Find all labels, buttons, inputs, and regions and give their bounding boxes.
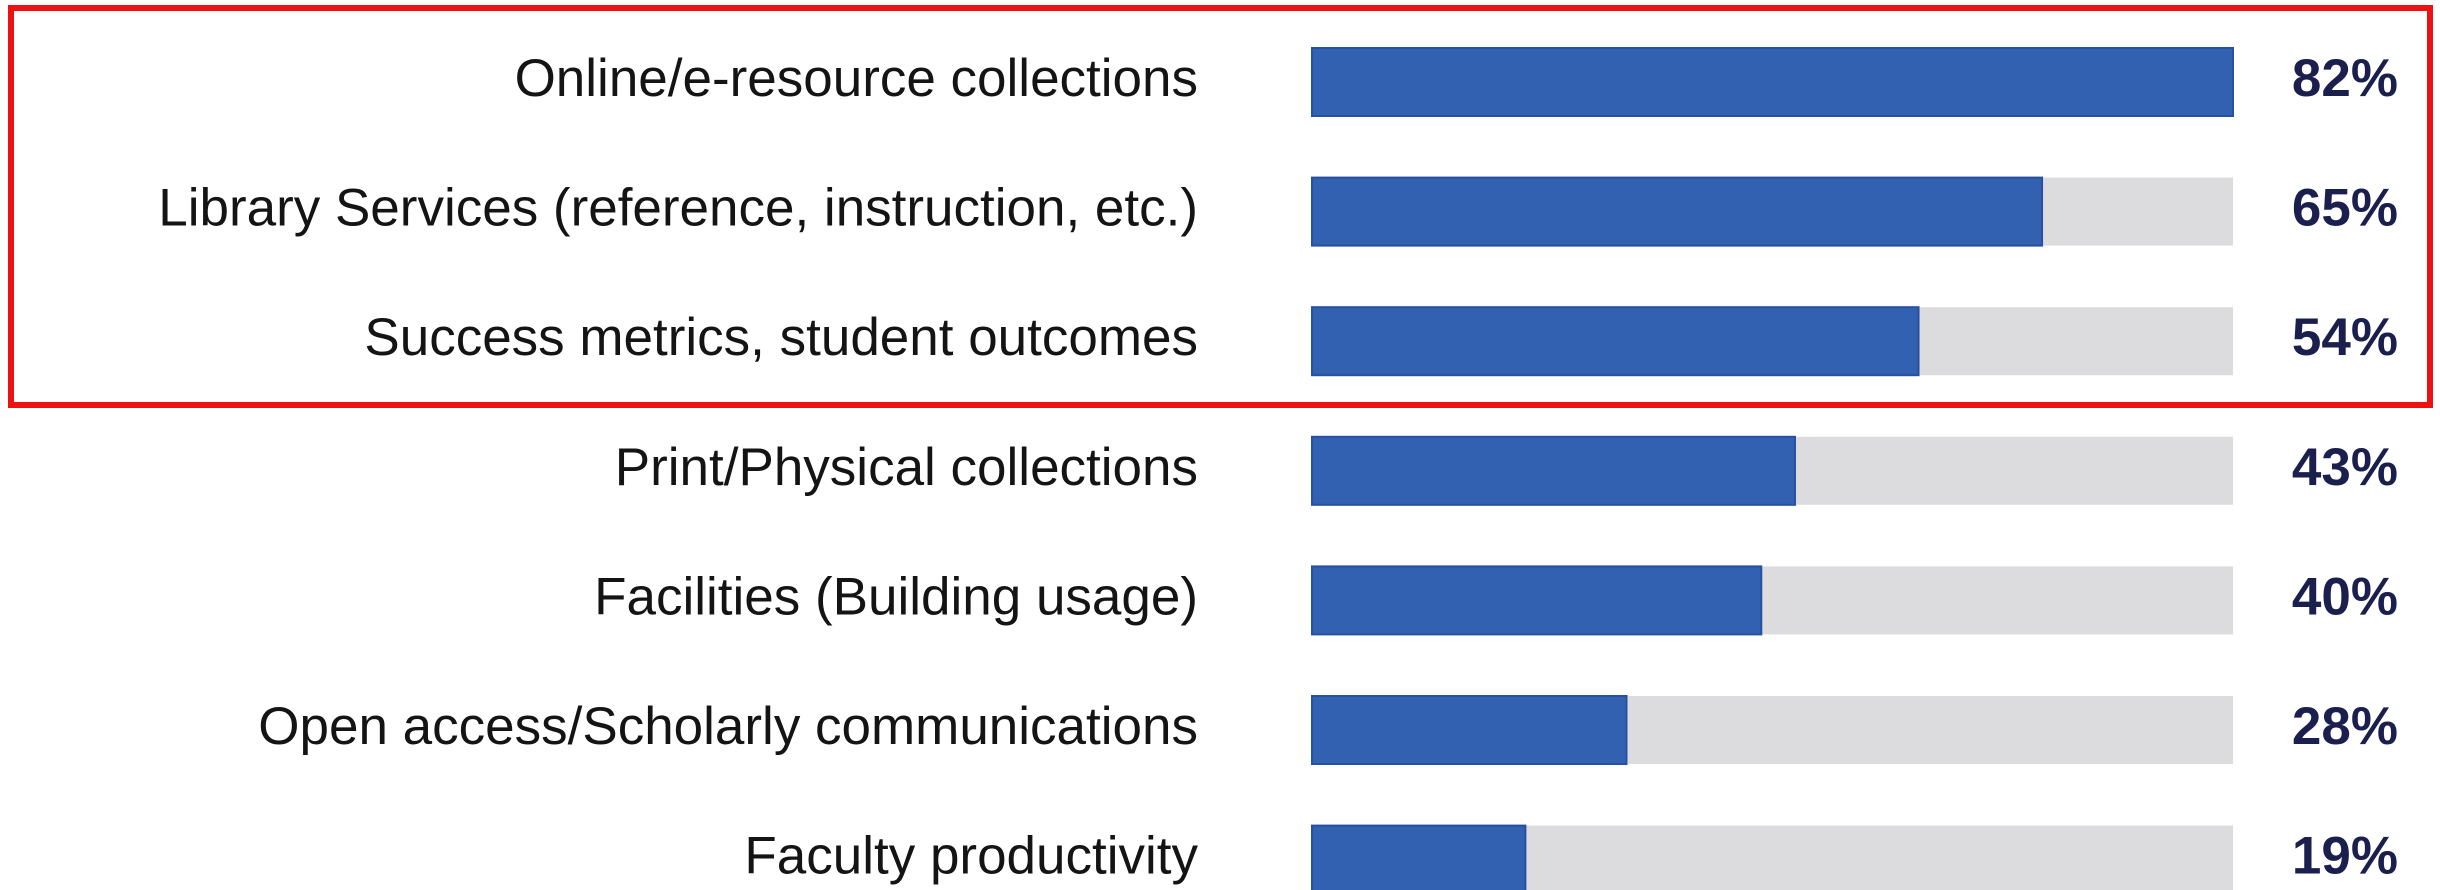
bar <box>1311 824 1527 890</box>
value-label: 19% <box>2292 827 2398 886</box>
category-label: Open access/Scholarly communications <box>258 697 1198 756</box>
bar <box>1311 47 2234 117</box>
category-label: Faculty productivity <box>744 827 1198 886</box>
bar <box>1311 435 1796 506</box>
bar <box>1311 176 2044 247</box>
value-label: 65% <box>2292 179 2398 238</box>
category-label: Success metrics, student outcomes <box>364 308 1198 367</box>
bar <box>1311 565 1763 636</box>
category-label: Online/e-resource collections <box>515 49 1198 108</box>
highlight-box <box>8 5 2433 408</box>
value-label: 28% <box>2292 697 2398 756</box>
category-label: Facilities (Building usage) <box>594 567 1198 626</box>
category-label: Print/Physical collections <box>615 438 1198 497</box>
value-label: 82% <box>2292 49 2398 108</box>
category-label: Library Services (reference, instruction… <box>158 179 1198 238</box>
value-label: 43% <box>2292 438 2398 497</box>
bar <box>1311 306 1920 377</box>
bar <box>1311 695 1628 765</box>
value-label: 54% <box>2292 308 2398 367</box>
value-label: 40% <box>2292 567 2398 626</box>
